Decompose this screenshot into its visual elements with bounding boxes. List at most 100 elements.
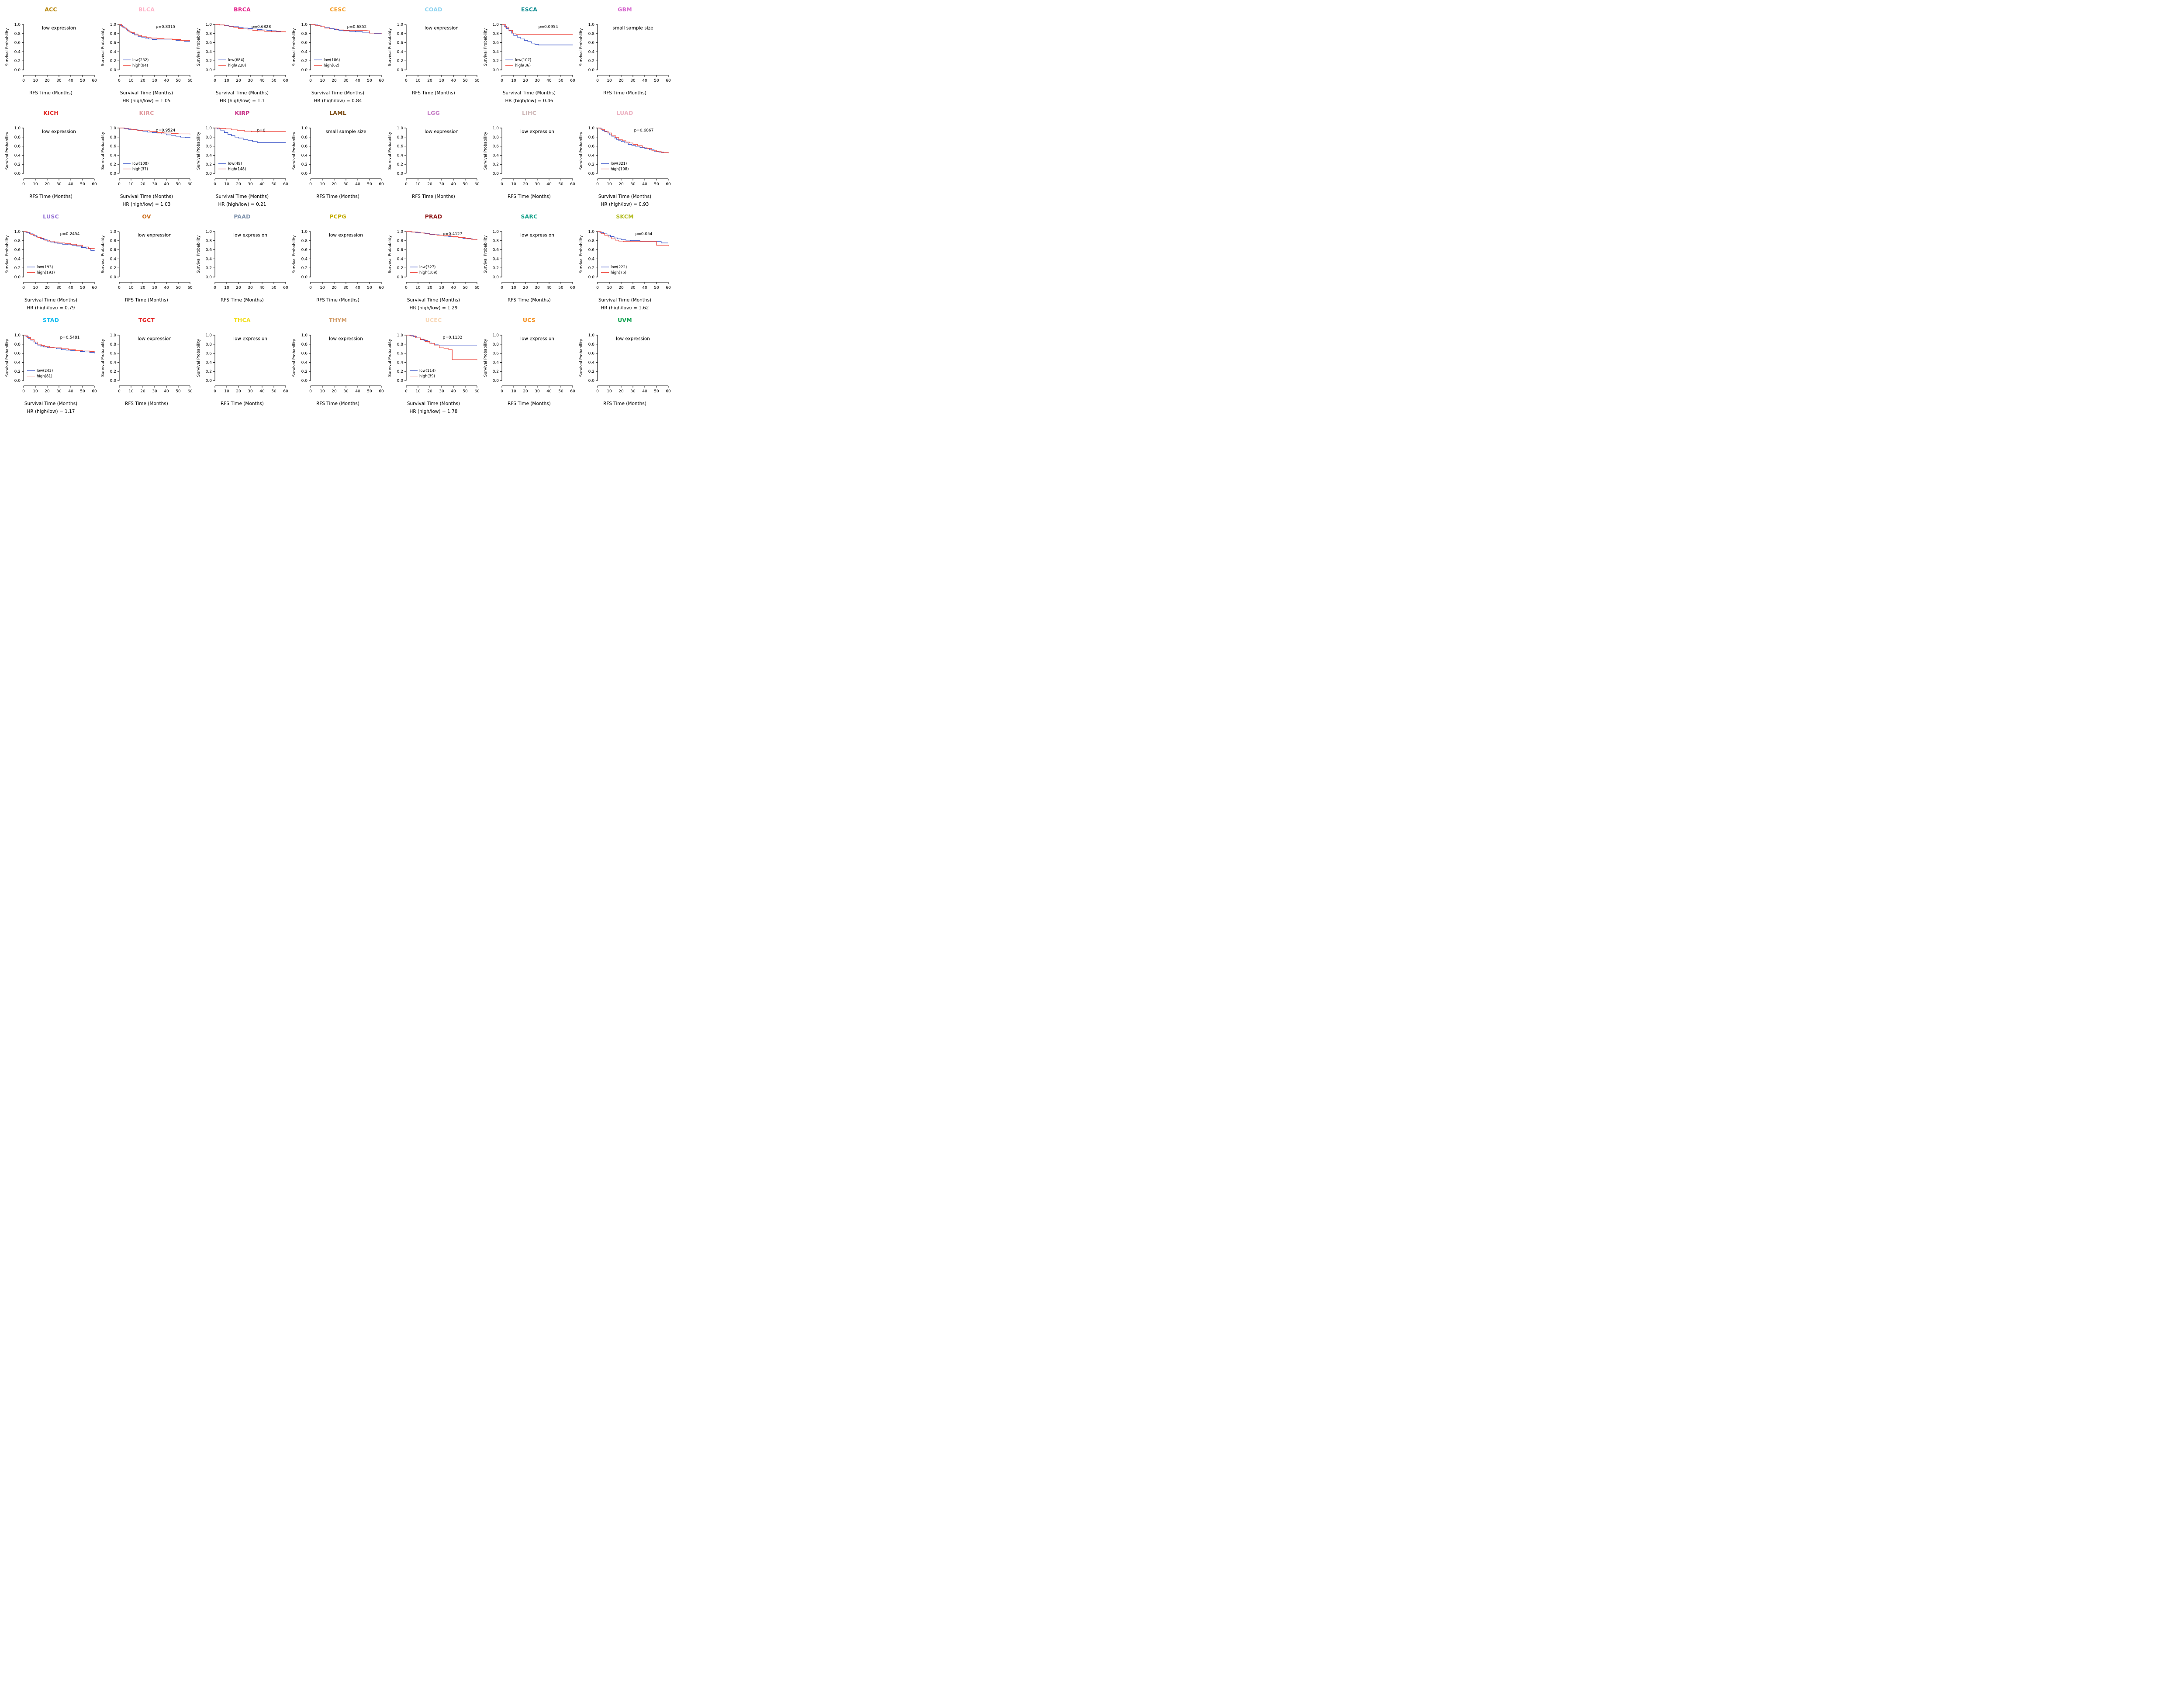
y-tick-label: 0.2	[14, 163, 21, 167]
km-curve-low	[406, 335, 477, 346]
panel-KICH: KICH 1.0 0.8 0.6 0.4 0.2 0.0 Survival Probabili…	[4, 107, 97, 207]
x-tick-label: 60	[283, 286, 288, 290]
hr-label-UCEC: HR (high/low) = 1.78	[409, 409, 458, 414]
y-tick-label: 0.0	[588, 172, 595, 176]
y-axis-title: Survival Probability	[484, 235, 488, 273]
x-tick-label: 60	[474, 182, 480, 187]
y-tick-label: 1.0	[110, 23, 117, 27]
x-tick-label: 20	[619, 389, 624, 394]
x-tick-label: 20	[523, 182, 528, 187]
x-tick-label: 30	[630, 286, 636, 290]
x-tick-label: 0	[22, 79, 25, 83]
y-tick-label: 0.4	[301, 153, 308, 158]
x-axis-title-PCPG: RFS Time (Months)	[316, 298, 359, 303]
survival-plot-LUAD: 1.0 0.8 0.6 0.4 0.2 0.0 Survival Probability 0 1…	[579, 126, 671, 187]
x-tick-label: 20	[236, 286, 241, 290]
panel-ESCA: ESCA 1.0 0.8 0.6 0.4 0.2 0.0 Survival Probabili…	[483, 3, 576, 104]
x-tick-label: 0	[309, 389, 312, 394]
x-tick-label: 0	[118, 389, 121, 394]
y-tick-label: 0.2	[110, 59, 116, 63]
x-tick-label: 20	[332, 389, 337, 394]
x-tick-label: 0	[596, 389, 599, 394]
y-tick-label: 0.8	[493, 343, 499, 347]
x-axis-title-ACC: RFS Time (Months)	[29, 90, 73, 96]
x-tick-label: 10	[320, 79, 325, 83]
y-tick-label: 0.4	[493, 50, 499, 54]
y-tick-label: 0.0	[14, 68, 21, 73]
y-tick-label: 0.8	[588, 135, 595, 140]
panel-title-UVM: UVM	[618, 317, 632, 323]
y-tick-label: 0.0	[397, 68, 404, 73]
y-tick-label: 0.8	[14, 32, 21, 36]
x-tick-label: 20	[332, 79, 337, 83]
y-tick-label: 1.0	[493, 230, 499, 234]
x-tick-label: 60	[474, 389, 480, 394]
y-tick-label: 0.4	[206, 257, 212, 261]
y-tick-label: 0.4	[588, 153, 595, 158]
y-tick-label: 0.2	[397, 59, 403, 63]
panel-PAAD: PAAD 1.0 0.8 0.6 0.4 0.2 0.0 Survival Probabili…	[196, 211, 289, 311]
panel-title-THYM: THYM	[328, 317, 347, 323]
x-axis-title-GBM: RFS Time (Months)	[603, 90, 646, 96]
km-curve-low	[598, 231, 668, 243]
no-data-message: low expression	[138, 232, 172, 238]
y-tick-label: 1.0	[110, 126, 117, 131]
y-tick-label: 0.4	[397, 50, 404, 54]
x-tick-label: 40	[259, 79, 265, 83]
x-axis-title-PAAD: RFS Time (Months)	[221, 298, 264, 303]
legend-label-high: high(39)	[419, 374, 435, 379]
legend-label-low: low(222)	[611, 265, 627, 270]
y-axis-title: Survival Probability	[579, 339, 584, 377]
y-tick-label: 0.0	[493, 275, 499, 280]
y-tick-label: 1.0	[397, 333, 404, 338]
x-tick-label: 20	[427, 182, 432, 187]
y-tick-label: 0.6	[301, 248, 308, 253]
x-tick-label: 50	[176, 79, 181, 83]
panel-title-SKCM: SKCM	[616, 213, 634, 220]
x-tick-label: 30	[439, 182, 444, 187]
legend-label-high: high(37)	[132, 167, 148, 172]
y-tick-label: 0.8	[206, 343, 212, 347]
x-tick-label: 0	[405, 286, 408, 290]
x-tick-label: 50	[558, 389, 563, 394]
x-tick-label: 0	[214, 182, 216, 187]
x-tick-label: 40	[68, 79, 73, 83]
y-tick-label: 0.2	[588, 266, 594, 270]
panel-title-LAML: LAML	[329, 110, 346, 116]
x-tick-label: 0	[405, 79, 408, 83]
x-tick-label: 20	[619, 79, 624, 83]
y-tick-label: 0.6	[206, 41, 212, 45]
x-axis-title-KIRP: Survival Time (Months)	[215, 194, 269, 199]
no-data-message: small sample size	[612, 25, 653, 31]
y-tick-label: 0.0	[397, 379, 404, 383]
y-tick-label: 0.8	[493, 239, 499, 243]
x-tick-label: 10	[607, 79, 612, 83]
survival-plot-KICH: 1.0 0.8 0.6 0.4 0.2 0.0 Survival Probability 0 1…	[5, 126, 97, 187]
x-tick-label: 30	[439, 79, 444, 83]
panel-title-STAD: STAD	[42, 317, 59, 323]
x-tick-label: 10	[607, 389, 612, 394]
y-tick-label: 0.4	[14, 257, 21, 261]
panel-title-COAD: COAD	[425, 6, 442, 13]
x-tick-label: 40	[546, 389, 552, 394]
panel-SKCM: SKCM 1.0 0.8 0.6 0.4 0.2 0.0 Survival Probabili…	[578, 211, 671, 311]
x-tick-label: 0	[22, 182, 25, 187]
x-axis-title-LIHC: RFS Time (Months)	[508, 194, 551, 199]
x-tick-label: 60	[379, 286, 384, 290]
x-tick-label: 60	[379, 389, 384, 394]
legend-label-low: low(186)	[324, 58, 340, 62]
y-tick-label: 0.6	[14, 352, 21, 356]
x-tick-label: 0	[309, 182, 312, 187]
y-tick-label: 0.8	[588, 343, 595, 347]
panel-KIRC: KIRC 1.0 0.8 0.6 0.4 0.2 0.0 Survival Probabili…	[100, 107, 193, 207]
x-tick-label: 60	[187, 79, 193, 83]
x-tick-label: 20	[427, 286, 432, 290]
y-tick-label: 0.0	[110, 68, 117, 73]
x-tick-label: 0	[405, 182, 408, 187]
hr-label-CESC: HR (high/low) = 0.84	[314, 98, 362, 104]
p-value-label: p=0.2454	[60, 232, 80, 236]
y-tick-label: 0.2	[397, 163, 403, 167]
x-tick-label: 0	[214, 79, 216, 83]
x-tick-label: 50	[80, 79, 85, 83]
x-tick-label: 40	[259, 286, 265, 290]
